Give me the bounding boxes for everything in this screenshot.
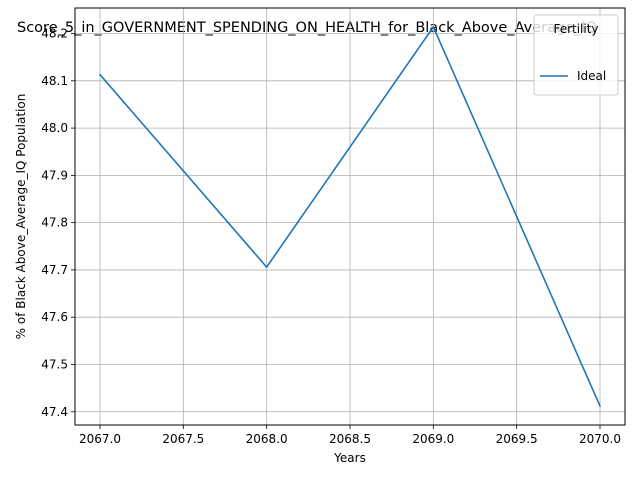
y-axis-label: % of Black Above_Average_IQ Population (14, 94, 28, 340)
y-tick-label: 48.0 (41, 121, 68, 135)
x-tick-label: 2069.0 (412, 432, 454, 446)
x-tick-label: 2067.5 (162, 432, 204, 446)
legend-label-ideal: Ideal (577, 69, 606, 83)
x-tick-label: 2068.0 (246, 432, 288, 446)
y-tick-label: 47.6 (41, 310, 68, 324)
x-axis-ticks: 2067.0 2067.5 2068.0 2068.5 2069.0 2069.5 2070… (79, 425, 621, 446)
data-point (432, 26, 435, 28)
x-tick-label: 2070.0 (579, 432, 621, 446)
y-tick-label: 47.8 (41, 216, 68, 230)
x-tick-label: 2069.5 (496, 432, 538, 446)
y-gridlines (75, 33, 625, 413)
y-tick-label: 47.5 (41, 357, 68, 371)
y-tick-label: 47.9 (41, 168, 68, 182)
y-tick-label: 48.2 (41, 27, 68, 41)
series-layer (99, 26, 601, 407)
x-tick-label: 2067.0 (79, 432, 121, 446)
x-gridlines (99, 8, 601, 425)
legend-box (533, 14, 619, 96)
x-tick-label: 2068.5 (329, 432, 371, 446)
chart-title: Score_5_in_GOVERNMENT_SPENDING_ON_HEALTH… (17, 20, 597, 36)
legend: Fertility Ideal (533, 14, 619, 96)
legend-title: Fertility (553, 22, 598, 36)
y-tick-label: 47.4 (41, 405, 68, 419)
x-axis-label: Years (333, 451, 366, 465)
data-point (265, 266, 268, 268)
y-tick-label: 47.7 (41, 263, 68, 277)
y-axis-ticks: 47.4 47.5 47.6 47.7 47.8 47.9 48.0 48.1 48.2 (41, 27, 75, 419)
data-point (599, 405, 601, 407)
data-point (99, 73, 101, 76)
y-tick-label: 48.1 (41, 74, 68, 88)
series-line-ideal (99, 26, 601, 407)
